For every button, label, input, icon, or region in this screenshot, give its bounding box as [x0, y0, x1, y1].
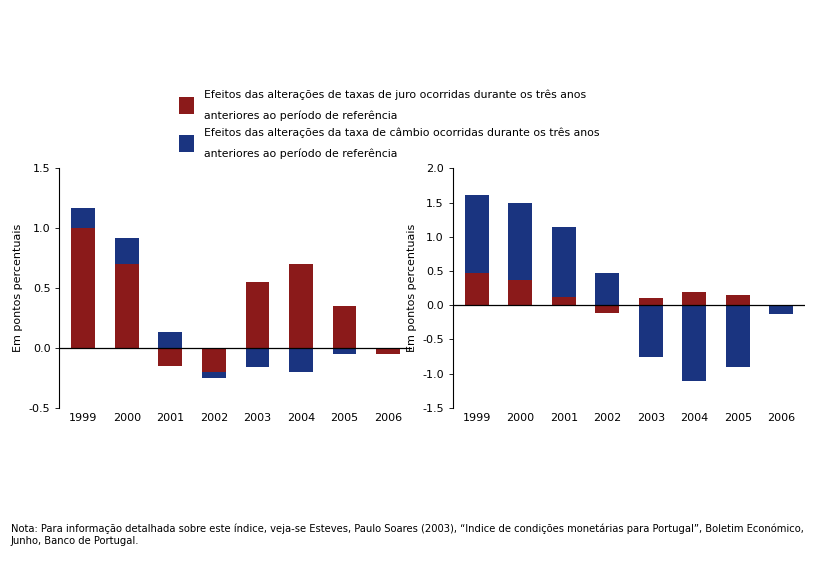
- Bar: [509, 203, 532, 280]
- Bar: [245, 348, 270, 367]
- Bar: [682, 305, 707, 381]
- Bar: [333, 348, 356, 354]
- Bar: [202, 348, 226, 372]
- Bar: [769, 305, 793, 314]
- Bar: [465, 195, 489, 273]
- Bar: [72, 228, 95, 348]
- Text: Para a taxa de inflação: Para a taxa de inflação: [11, 56, 183, 69]
- Bar: [158, 332, 183, 348]
- Bar: [595, 305, 619, 314]
- Bar: [639, 305, 663, 357]
- Bar: [639, 299, 663, 305]
- Bar: [376, 348, 400, 354]
- Bar: [465, 273, 489, 305]
- Text: Efeitos das alterações de taxas de juro ocorridas durante os três anos: Efeitos das alterações de taxas de juro …: [204, 89, 586, 100]
- Bar: [158, 348, 183, 366]
- Bar: [509, 280, 532, 305]
- Bar: [115, 238, 139, 264]
- Text: Nota: Para informação detalhada sobre este índice, veja-se Esteves, Paulo Soares: Nota: Para informação detalhada sobre es…: [11, 524, 804, 546]
- Text: CONTRIBUTO DAS CONDIÇÕES MONETÁRIAS: CONTRIBUTO DAS CONDIÇÕES MONETÁRIAS: [11, 16, 374, 34]
- Bar: [245, 282, 270, 348]
- Bar: [289, 348, 313, 372]
- Bar: [552, 227, 575, 297]
- Bar: [72, 208, 95, 228]
- Y-axis label: Em pontos percentuais: Em pontos percentuais: [407, 224, 416, 352]
- Bar: [202, 372, 226, 378]
- Text: Efeitos das alterações da taxa de câmbio ocorridas durante os três anos: Efeitos das alterações da taxa de câmbio…: [204, 127, 599, 138]
- Text: anteriores ao período de referência: anteriores ao período de referência: [204, 149, 397, 159]
- Bar: [115, 264, 139, 348]
- Bar: [179, 135, 194, 152]
- Bar: [333, 306, 356, 348]
- Bar: [552, 297, 575, 305]
- Text: anteriores ao período de referência: anteriores ao período de referência: [204, 111, 397, 121]
- Y-axis label: Em pontos percentuais: Em pontos percentuais: [13, 224, 24, 352]
- Text: Para a taxa de crescimento do PIB: Para a taxa de crescimento do PIB: [420, 56, 676, 69]
- Bar: [289, 264, 313, 348]
- Bar: [179, 97, 194, 114]
- Bar: [726, 305, 750, 367]
- Bar: [595, 273, 619, 305]
- Bar: [726, 295, 750, 305]
- Bar: [682, 292, 707, 305]
